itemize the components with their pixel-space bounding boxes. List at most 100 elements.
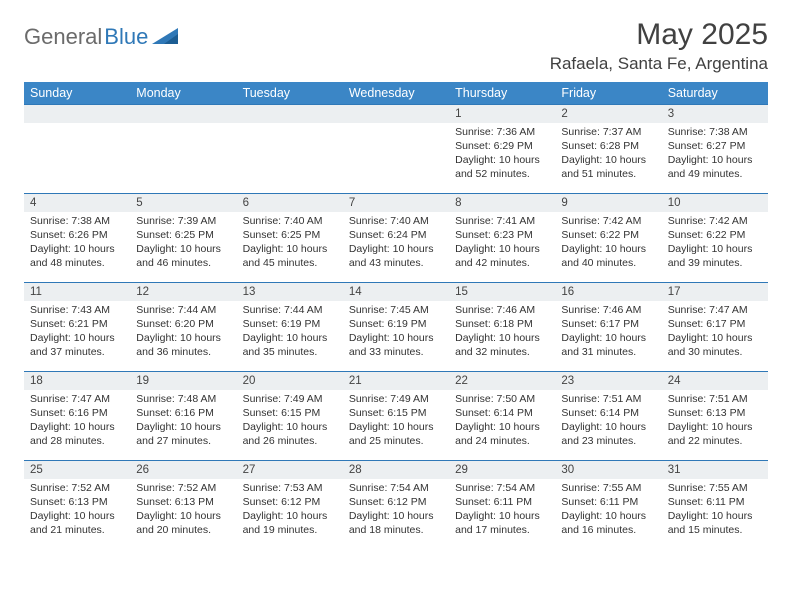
sunset-text: Sunset: 6:13 PM [668,407,762,421]
sunset-text: Sunset: 6:16 PM [136,407,230,421]
sunset-text: Sunset: 6:29 PM [455,140,549,154]
calendar-day: 6Sunrise: 7:40 AMSunset: 6:25 PMDaylight… [237,194,343,282]
daylight-text: Daylight: 10 hours and 20 minutes. [136,510,230,538]
day-of-week-header: Sunday Monday Tuesday Wednesday Thursday… [24,82,768,104]
day-number: 23 [555,372,661,390]
daylight-text: Daylight: 10 hours and 45 minutes. [243,243,337,271]
sunrise-text: Sunrise: 7:49 AM [243,393,337,407]
daylight-text: Daylight: 10 hours and 26 minutes. [243,421,337,449]
calendar-day-empty [24,105,130,193]
calendar-day: 26Sunrise: 7:52 AMSunset: 6:13 PMDayligh… [130,461,236,549]
sunrise-text: Sunrise: 7:38 AM [668,126,762,140]
sunset-text: Sunset: 6:22 PM [561,229,655,243]
sunrise-text: Sunrise: 7:53 AM [243,482,337,496]
daylight-text: Daylight: 10 hours and 24 minutes. [455,421,549,449]
day-details: Sunrise: 7:41 AMSunset: 6:23 PMDaylight:… [449,212,555,276]
day-number: 14 [343,283,449,301]
calendar-day: 11Sunrise: 7:43 AMSunset: 6:21 PMDayligh… [24,283,130,371]
sunrise-text: Sunrise: 7:45 AM [349,304,443,318]
day-details: Sunrise: 7:49 AMSunset: 6:15 PMDaylight:… [237,390,343,454]
calendar-day: 29Sunrise: 7:54 AMSunset: 6:11 PMDayligh… [449,461,555,549]
daylight-text: Daylight: 10 hours and 51 minutes. [561,154,655,182]
daylight-text: Daylight: 10 hours and 33 minutes. [349,332,443,360]
logo: GeneralBlue [24,18,178,50]
day-details: Sunrise: 7:36 AMSunset: 6:29 PMDaylight:… [449,123,555,187]
calendar-week: 1Sunrise: 7:36 AMSunset: 6:29 PMDaylight… [24,104,768,193]
calendar-week: 4Sunrise: 7:38 AMSunset: 6:26 PMDaylight… [24,193,768,282]
day-number [343,105,449,123]
day-details: Sunrise: 7:45 AMSunset: 6:19 PMDaylight:… [343,301,449,365]
daylight-text: Daylight: 10 hours and 16 minutes. [561,510,655,538]
sunrise-text: Sunrise: 7:52 AM [136,482,230,496]
sunrise-text: Sunrise: 7:44 AM [136,304,230,318]
day-number: 7 [343,194,449,212]
calendar-day: 19Sunrise: 7:48 AMSunset: 6:16 PMDayligh… [130,372,236,460]
location-subtitle: Rafaela, Santa Fe, Argentina [550,54,768,74]
daylight-text: Daylight: 10 hours and 18 minutes. [349,510,443,538]
sunrise-text: Sunrise: 7:50 AM [455,393,549,407]
calendar-day: 18Sunrise: 7:47 AMSunset: 6:16 PMDayligh… [24,372,130,460]
calendar-day: 13Sunrise: 7:44 AMSunset: 6:19 PMDayligh… [237,283,343,371]
sunrise-text: Sunrise: 7:46 AM [561,304,655,318]
sunrise-text: Sunrise: 7:44 AM [243,304,337,318]
daylight-text: Daylight: 10 hours and 15 minutes. [668,510,762,538]
dow-tuesday: Tuesday [237,82,343,104]
day-details: Sunrise: 7:54 AMSunset: 6:12 PMDaylight:… [343,479,449,543]
calendar-day: 25Sunrise: 7:52 AMSunset: 6:13 PMDayligh… [24,461,130,549]
dow-thursday: Thursday [449,82,555,104]
sunset-text: Sunset: 6:19 PM [243,318,337,332]
day-number: 18 [24,372,130,390]
day-number: 30 [555,461,661,479]
logo-text-blue: Blue [104,24,148,50]
calendar-week: 11Sunrise: 7:43 AMSunset: 6:21 PMDayligh… [24,282,768,371]
logo-text-gray: General [24,24,102,50]
sunset-text: Sunset: 6:14 PM [561,407,655,421]
day-number: 13 [237,283,343,301]
sunset-text: Sunset: 6:13 PM [136,496,230,510]
page-header: GeneralBlue May 2025 Rafaela, Santa Fe, … [24,18,768,74]
daylight-text: Daylight: 10 hours and 49 minutes. [668,154,762,182]
day-number: 24 [662,372,768,390]
sunset-text: Sunset: 6:23 PM [455,229,549,243]
day-number: 31 [662,461,768,479]
calendar-day: 24Sunrise: 7:51 AMSunset: 6:13 PMDayligh… [662,372,768,460]
day-number: 2 [555,105,661,123]
day-details: Sunrise: 7:44 AMSunset: 6:20 PMDaylight:… [130,301,236,365]
day-details: Sunrise: 7:46 AMSunset: 6:18 PMDaylight:… [449,301,555,365]
sunrise-text: Sunrise: 7:52 AM [30,482,124,496]
sunrise-text: Sunrise: 7:54 AM [349,482,443,496]
day-details: Sunrise: 7:39 AMSunset: 6:25 PMDaylight:… [130,212,236,276]
sunset-text: Sunset: 6:25 PM [243,229,337,243]
day-details: Sunrise: 7:50 AMSunset: 6:14 PMDaylight:… [449,390,555,454]
calendar-day: 21Sunrise: 7:49 AMSunset: 6:15 PMDayligh… [343,372,449,460]
calendar-day-empty [237,105,343,193]
day-number: 20 [237,372,343,390]
sunset-text: Sunset: 6:24 PM [349,229,443,243]
sunset-text: Sunset: 6:12 PM [349,496,443,510]
day-number [24,105,130,123]
sunset-text: Sunset: 6:27 PM [668,140,762,154]
sunset-text: Sunset: 6:21 PM [30,318,124,332]
day-number: 29 [449,461,555,479]
daylight-text: Daylight: 10 hours and 28 minutes. [30,421,124,449]
calendar-day-empty [343,105,449,193]
calendar-day: 10Sunrise: 7:42 AMSunset: 6:22 PMDayligh… [662,194,768,282]
day-number: 16 [555,283,661,301]
day-details: Sunrise: 7:43 AMSunset: 6:21 PMDaylight:… [24,301,130,365]
sunrise-text: Sunrise: 7:38 AM [30,215,124,229]
day-number: 17 [662,283,768,301]
sunset-text: Sunset: 6:11 PM [668,496,762,510]
day-number: 8 [449,194,555,212]
sunset-text: Sunset: 6:15 PM [349,407,443,421]
daylight-text: Daylight: 10 hours and 39 minutes. [668,243,762,271]
daylight-text: Daylight: 10 hours and 42 minutes. [455,243,549,271]
calendar-day: 15Sunrise: 7:46 AMSunset: 6:18 PMDayligh… [449,283,555,371]
day-details: Sunrise: 7:55 AMSunset: 6:11 PMDaylight:… [555,479,661,543]
day-number: 19 [130,372,236,390]
sunset-text: Sunset: 6:25 PM [136,229,230,243]
day-details: Sunrise: 7:52 AMSunset: 6:13 PMDaylight:… [130,479,236,543]
day-details: Sunrise: 7:47 AMSunset: 6:16 PMDaylight:… [24,390,130,454]
dow-friday: Friday [555,82,661,104]
calendar-day: 12Sunrise: 7:44 AMSunset: 6:20 PMDayligh… [130,283,236,371]
sunset-text: Sunset: 6:13 PM [30,496,124,510]
